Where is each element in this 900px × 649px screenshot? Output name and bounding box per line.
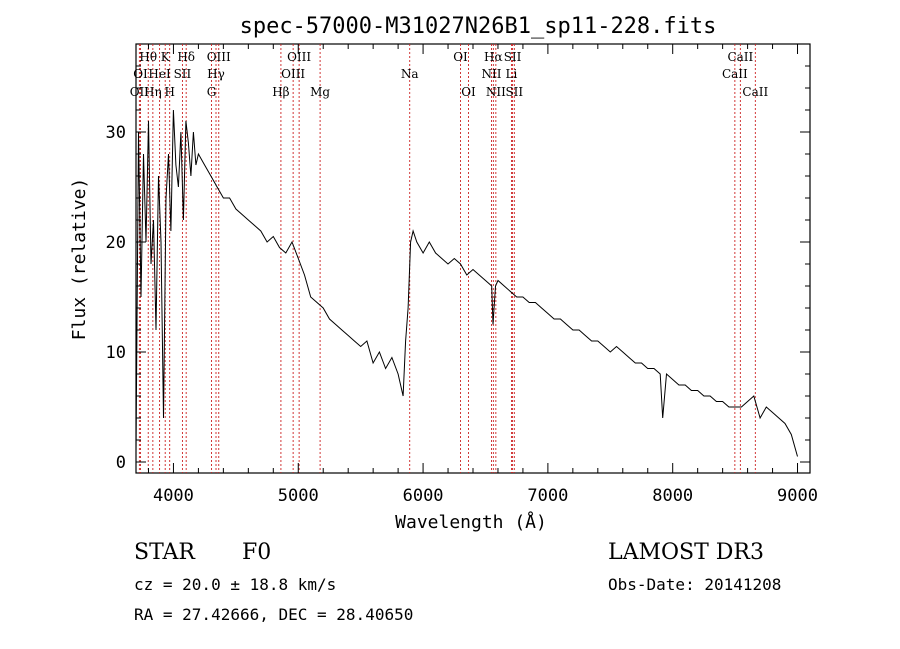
obs-date: Obs-Date: 20141208: [608, 575, 782, 594]
line-label: SII: [174, 67, 192, 81]
line-label: Hδ: [177, 50, 195, 64]
line-label: Hβ: [272, 85, 289, 99]
line-label: Hη: [144, 85, 162, 99]
line-label: CaII: [722, 67, 748, 81]
line-label: Li: [506, 67, 518, 81]
line-label: CaII: [727, 50, 753, 64]
line-label: OIII: [207, 50, 231, 64]
line-label: OI: [453, 50, 468, 64]
line-label: OI: [461, 85, 476, 99]
redshift-cz: cz = 20.0 ± 18.8 km/s: [134, 575, 337, 594]
x-tick-label: 5000: [278, 486, 319, 506]
x-tick-label: 8000: [652, 486, 693, 506]
line-label: CaII: [742, 85, 768, 99]
y-tick-label: 20: [106, 233, 126, 253]
y-axis-label: Flux (relative): [69, 178, 90, 341]
x-tick-label: 4000: [153, 486, 194, 506]
line-label: OIII: [281, 67, 305, 81]
x-tick-label: 7000: [527, 486, 568, 506]
line-label: SII: [505, 85, 523, 99]
line-label: G: [207, 85, 217, 99]
line-markers: [138, 44, 756, 473]
plot-frame: [135, 43, 811, 474]
line-label: OII: [130, 85, 150, 99]
x-axis: 4000 5000 6000 7000 8000 9000: [147, 44, 818, 506]
y-tick-label: 30: [106, 123, 126, 143]
chart-title: spec-57000-M31027N26B1_sp11-228.fits: [240, 14, 717, 39]
line-label: Mg: [310, 85, 330, 99]
x-tick-label: 6000: [403, 486, 444, 506]
y-tick-label: 0: [116, 453, 126, 473]
line-label: Na: [401, 67, 419, 81]
line-label: H: [164, 85, 174, 99]
line-label: Hγ: [207, 67, 225, 81]
x-axis-label: Wavelength (Å): [395, 511, 547, 533]
survey-name: LAMOST DR3: [608, 540, 764, 565]
object-subclass: F0: [242, 540, 272, 565]
line-label: OI: [133, 67, 148, 81]
line-label: SII: [504, 50, 522, 64]
line-label: HeI: [148, 67, 171, 81]
line-labels: OIIOIHηHθHeIKHSIIHδGHγOIIIHβOIIIOIIIMgNa…: [130, 50, 769, 99]
y-tick-label: 10: [106, 343, 126, 363]
line-label: NII: [486, 85, 506, 99]
line-label: Hθ: [139, 50, 157, 64]
x-tick-label: 9000: [777, 486, 818, 506]
line-label: NII: [481, 67, 501, 81]
y-axis: 0 10 20 30: [106, 65, 810, 473]
line-label: Hα: [484, 50, 503, 64]
line-label: OIII: [287, 50, 311, 64]
ra-dec: RA = 27.42666, DEC = 28.40650: [134, 605, 414, 624]
flux-line: [135, 109, 798, 457]
object-class: STAR: [134, 540, 195, 565]
line-label: K: [161, 50, 171, 64]
